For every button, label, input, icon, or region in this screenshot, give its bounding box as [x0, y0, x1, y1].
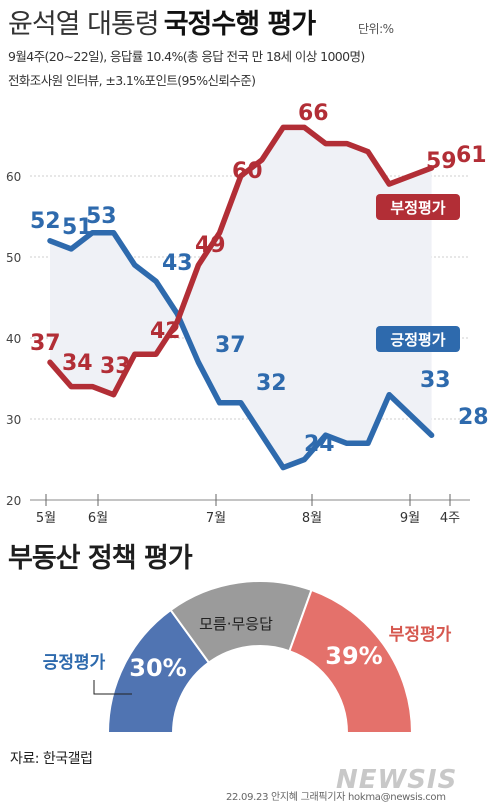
leader-line	[93, 680, 132, 695]
x-tick-label: 7월	[206, 511, 226, 526]
unit-label: 단위:%	[358, 22, 394, 36]
series-line-negative	[47, 124, 435, 398]
section-title-realestate: 부동산 정책 평가	[8, 543, 193, 574]
data-label-positive: 28	[458, 405, 489, 430]
data-label-negative: 59	[426, 149, 457, 174]
data-label-positive: 52	[30, 209, 61, 234]
legend-box-negative	[376, 194, 460, 220]
title-part1: 윤석열 대통령	[8, 9, 160, 40]
data-label-negative: 37	[30, 331, 61, 356]
subtitle-line-1: 9월4주(20∼22일), 응답률 10.4%(총 응답 전국 만 18세 이상…	[8, 49, 365, 64]
data-label-negative: 49	[195, 233, 226, 258]
series-line-positive	[47, 229, 435, 471]
data-label-negative: 42	[150, 319, 181, 344]
page-title: 윤석열 대통령 국정수행 평가	[8, 2, 316, 41]
newsis-logo: NEWSIS	[336, 765, 458, 795]
slice-value-positive: 30%	[129, 654, 186, 682]
y-tick-label: 30	[6, 413, 21, 427]
series-lines	[47, 124, 435, 471]
x-tick-label: 5월	[36, 511, 56, 526]
y-tick-label: 20	[6, 494, 21, 508]
data-label-positive: 24	[304, 432, 335, 457]
y-tick-label: 50	[6, 251, 21, 265]
subtitle-line-2: 전화조사원 인터뷰, ±3.1%포인트(95%신뢰수준)	[8, 73, 256, 88]
gap-fill-area	[50, 127, 432, 468]
y-tick-label: 60	[6, 170, 21, 184]
data-label-negative: 66	[298, 101, 329, 126]
data-label-negative: 60	[232, 159, 263, 184]
legend-box-positive	[376, 326, 460, 352]
credit-line: 22.09.23 안지혜 그래픽기자 hokma@newsis.com	[226, 792, 446, 803]
donut-slice	[288, 588, 414, 734]
x-tick-label: 8월	[302, 511, 322, 526]
data-label-negative: 33	[100, 354, 131, 379]
data-label-negative: 34	[62, 351, 93, 376]
slice-name-positive: 긍정평가	[43, 653, 106, 673]
data-label-positive: 37	[215, 333, 246, 358]
data-label-positive: 43	[162, 251, 193, 276]
data-label-negative: 61	[456, 143, 487, 168]
y-tick-label: 40	[6, 332, 21, 346]
x-tick-label: 6월	[88, 511, 108, 526]
data-label-positive: 53	[86, 204, 117, 229]
data-label-positive: 33	[420, 368, 451, 393]
x-axis: 5월 6월 7월 8월 9월 4주	[30, 494, 470, 526]
donut-slices	[106, 580, 414, 734]
x-tick-label: 4주	[440, 511, 460, 526]
title-part2: 국정수행 평가	[163, 9, 316, 40]
slice-name-negative: 부정평가	[389, 625, 452, 645]
legend-label-negative: 부정평가	[390, 199, 445, 217]
source-note: 자료: 한국갤럽	[10, 751, 93, 767]
slice-value-negative: 39%	[325, 642, 382, 670]
x-tick-label: 9월	[400, 511, 420, 526]
data-label-positive: 51	[62, 215, 93, 240]
legend-label-positive: 긍정평가	[390, 331, 445, 349]
slice-name-unknown: 모름·무응답	[199, 615, 273, 633]
data-label-positive: 32	[256, 371, 287, 396]
